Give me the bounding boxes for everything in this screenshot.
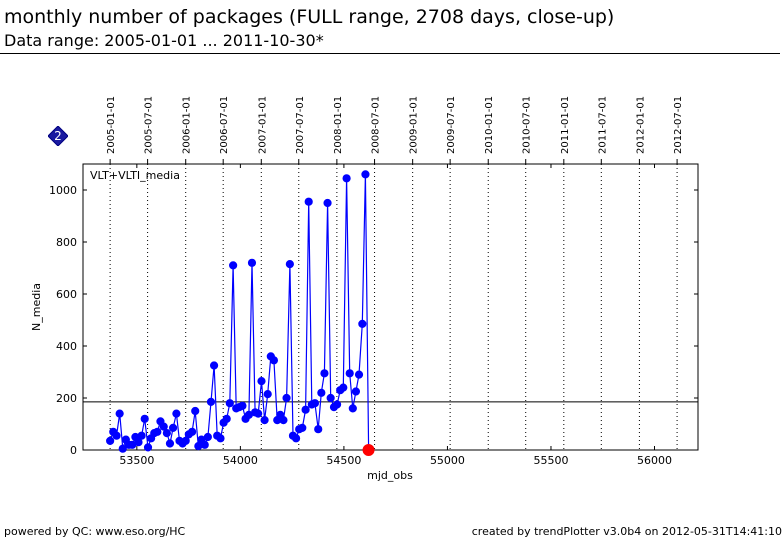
x-tick-label: 54000 [223, 454, 258, 467]
footer-powered-by: powered by QC: www.eso.org/HC [4, 525, 186, 538]
series-label: VLT+VLTI_media [90, 169, 180, 182]
data-point [354, 370, 364, 379]
data-point [301, 405, 310, 414]
data-point [118, 444, 127, 453]
date-tick-label: 2010-01-01 [484, 96, 495, 154]
header-divider [0, 53, 780, 54]
data-point [115, 409, 124, 418]
data-point [326, 393, 335, 403]
x-tick-label: 55500 [533, 454, 568, 467]
date-tick-label: 2008-07-01 [371, 96, 382, 154]
data-point [345, 369, 354, 378]
x-axis-label: mjd_obs [367, 469, 413, 482]
date-tick-label: 2007-07-01 [295, 96, 306, 154]
data-point [260, 416, 269, 425]
date-tick-label: 2006-07-01 [219, 96, 230, 154]
data-point [172, 409, 181, 418]
data-point [285, 260, 294, 269]
data-point [206, 397, 216, 406]
y-tick-label: 1000 [49, 184, 77, 197]
data-point [323, 198, 332, 208]
date-tick-label: 2007-01-01 [257, 96, 268, 154]
axes-group: 53500 54000 54500 55000 55500 56000 0 200 400 600… [49, 164, 698, 467]
data-point [137, 431, 146, 440]
date-tick-label: 2012-07-01 [673, 96, 684, 154]
data-point [143, 443, 153, 452]
date-tick-label: 2010-07-01 [522, 96, 533, 154]
data-point [339, 383, 348, 392]
data-point [222, 414, 231, 423]
data-point [181, 436, 190, 445]
data-point [254, 409, 263, 418]
diamond-shape [48, 126, 68, 146]
date-tick-label: 2009-07-01 [446, 96, 457, 154]
data-point [304, 197, 313, 206]
data-point [191, 406, 200, 416]
data-point [298, 423, 307, 432]
data-point [342, 174, 351, 183]
x-tick-label: 55000 [430, 454, 465, 467]
x-tick-label: 53500 [119, 454, 154, 467]
x-tick-label: 54500 [326, 454, 361, 467]
plot-frame [82, 163, 699, 451]
data-point [168, 423, 178, 432]
date-tick-label: 2012-01-01 [635, 96, 646, 154]
date-tick-label: 2008-01-01 [333, 96, 344, 154]
data-point [216, 434, 225, 443]
y-tick-label: 0 [70, 444, 77, 457]
data-point [188, 427, 197, 436]
y-tick-label: 600 [56, 288, 77, 301]
date-tick-label: 2005-07-01 [144, 96, 155, 154]
data-point [106, 436, 115, 445]
date-tick-label: 2011-01-01 [560, 96, 571, 154]
date-tick-group: 2005-01-01 2005-07-01 2006-01-01 2006-07-01… [106, 96, 684, 164]
date-tick-label: 2006-01-01 [182, 96, 193, 154]
date-tick-label: 2005-01-01 [106, 96, 117, 154]
data-point [263, 390, 272, 399]
y-tick-label: 200 [56, 392, 77, 405]
data-point [200, 440, 209, 449]
last-data-point [362, 444, 375, 456]
y-tick-label: 400 [56, 340, 77, 353]
data-point [247, 258, 257, 267]
data-point [203, 432, 212, 442]
data-point [361, 170, 370, 179]
page-title: monthly number of packages (FULL range, … [4, 6, 615, 28]
data-point [162, 429, 171, 438]
data-point [159, 422, 168, 431]
data-point [165, 439, 175, 448]
badge-label: 2 [54, 129, 62, 143]
series-group [106, 170, 375, 456]
x-tick-label: 56000 [637, 454, 672, 467]
date-tick-label: 2009-01-01 [409, 96, 420, 154]
date-tick-label: 2011-07-01 [597, 96, 608, 154]
data-point [282, 393, 291, 403]
data-point [153, 427, 162, 436]
data-point [310, 399, 320, 408]
data-point [257, 377, 266, 386]
diamond-badge-icon: 2 [48, 126, 68, 146]
data-point [269, 356, 279, 365]
data-point [332, 400, 342, 409]
data-point [291, 434, 301, 443]
data-point [348, 404, 357, 413]
data-point [317, 388, 326, 397]
data-point [320, 369, 329, 378]
footer-created-by: created by trendPlotter v3.0b4 on 2012-0… [471, 525, 782, 538]
data-point [225, 399, 234, 408]
data-point [209, 361, 219, 370]
data-point [134, 438, 143, 447]
data-point [140, 414, 149, 423]
data-point [314, 425, 323, 434]
data-point [279, 416, 288, 425]
data-point [351, 387, 361, 396]
y-tick-label: 800 [56, 236, 77, 249]
data-range-subtitle: Data range: 2005-01-01 ... 2011-10-30* [4, 31, 324, 50]
data-point [238, 401, 247, 410]
y-axis-label: N_media [30, 283, 43, 331]
data-point [112, 431, 121, 440]
data-point [229, 261, 238, 270]
data-point [358, 319, 367, 328]
